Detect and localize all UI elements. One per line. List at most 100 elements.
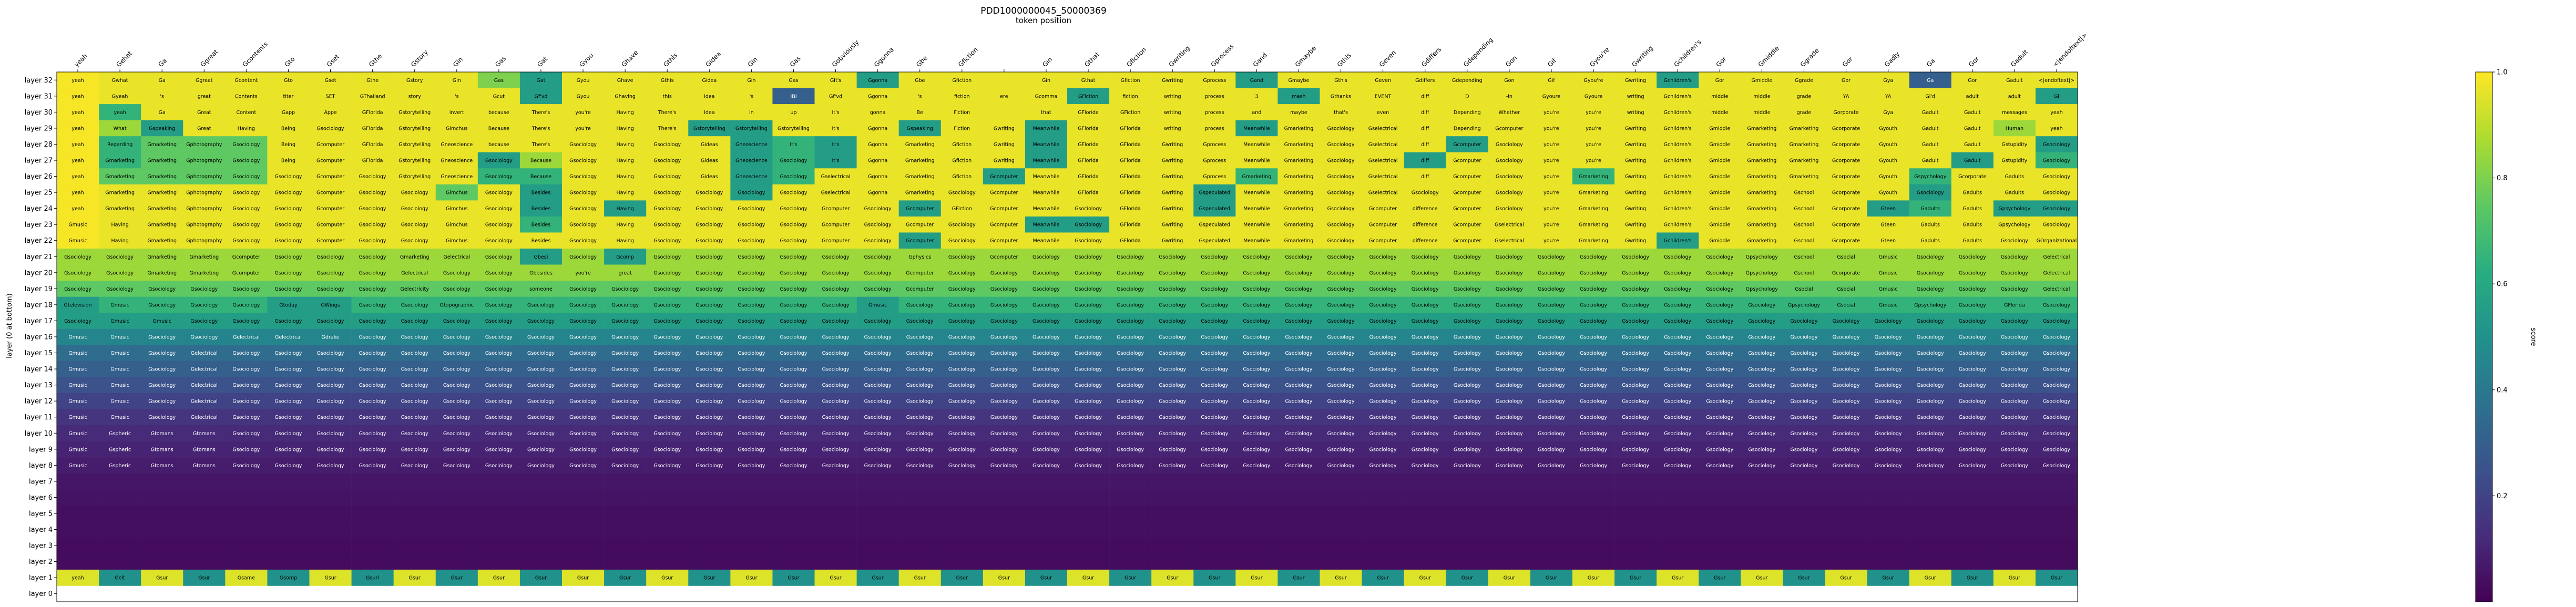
heatmap-cell-label: Gsociology <box>1875 335 1902 341</box>
heatmap-cell-label: Fiction <box>954 110 970 116</box>
heatmap-cell <box>1825 425 1867 441</box>
heatmap-cell <box>435 249 478 265</box>
heatmap-cell <box>1193 505 1236 522</box>
heatmap-cell-label: titer <box>283 94 294 99</box>
heatmap-cell-label: middle <box>1753 110 1771 116</box>
heatmap-cell <box>983 168 1026 185</box>
heatmap-cell <box>1657 136 1699 153</box>
heatmap-cell-label: you're <box>1586 110 1601 116</box>
heatmap-cell <box>1572 521 1615 538</box>
heatmap-cell <box>1446 264 1489 281</box>
heatmap-cell <box>1909 104 1952 120</box>
heatmap-cell <box>1699 136 1741 153</box>
y-tick-label: layer 17 <box>25 317 53 325</box>
heatmap-cell-label: Gsociology <box>1538 302 1565 308</box>
heatmap-cell <box>1614 168 1657 185</box>
heatmap-cell <box>562 168 605 185</box>
heatmap-cell <box>183 505 226 522</box>
heatmap-cell <box>1530 264 1573 281</box>
heatmap-cell-label: Gsociology <box>1412 463 1439 469</box>
heatmap-cell-label: Gsociology <box>148 399 176 405</box>
heatmap-cell-label: Having <box>616 190 633 196</box>
heatmap-cell <box>1067 505 1110 522</box>
heatmap-cell-label: Gchildren's <box>1664 238 1692 244</box>
heatmap-cell <box>983 345 1026 362</box>
heatmap-cell <box>1109 537 1152 554</box>
heatmap-cell-label: Gsociology <box>696 302 723 308</box>
heatmap-cell <box>309 313 352 330</box>
heatmap-cell <box>1993 120 2036 137</box>
heatmap-cell <box>1825 264 1867 281</box>
heatmap-cell <box>1151 281 1194 297</box>
heatmap-cell <box>1657 328 1699 345</box>
heatmap-cell <box>1614 425 1657 441</box>
heatmap-cell <box>688 281 731 297</box>
heatmap-cell <box>1277 232 1320 249</box>
heatmap-cell-label: Gsociology <box>359 447 386 452</box>
heatmap-cell-label: Gsociology <box>738 270 765 276</box>
heatmap-cell-label: Gsociology <box>359 270 386 276</box>
heatmap-cell <box>983 200 1026 217</box>
heatmap-cell <box>1741 296 1783 313</box>
heatmap-cell-label: Gsociology <box>2043 415 2070 420</box>
heatmap-cell <box>1951 569 1994 586</box>
heatmap-cell-label: Gneoscience <box>441 158 473 164</box>
heatmap-cell <box>477 88 520 105</box>
heatmap-cell <box>983 104 1026 120</box>
heatmap-cell-label: Gsociology <box>1496 206 1523 212</box>
heatmap-cell <box>562 505 605 522</box>
heatmap-cell <box>1951 521 1994 538</box>
heatmap-cell <box>477 72 520 88</box>
heatmap-cell <box>141 232 183 249</box>
heatmap-cell <box>1657 104 1699 120</box>
heatmap-cell <box>1867 521 1909 538</box>
heatmap-cell-label: Gthanks <box>1331 94 1351 99</box>
heatmap-cell-label: Gsociology <box>822 302 850 308</box>
heatmap-cell-label: Gsociology <box>906 383 934 388</box>
heatmap-cell <box>141 553 183 570</box>
heatmap-cell <box>1151 345 1194 362</box>
heatmap-cell-label: Gsociology <box>1201 399 1228 405</box>
heatmap-cell-label: Gpsychology <box>1998 222 2031 228</box>
heatmap-cell <box>688 184 731 201</box>
heatmap-cell-label: Gsociology <box>527 415 555 420</box>
heatmap-cell <box>1825 152 1867 169</box>
heatmap-cell <box>688 104 731 120</box>
heatmap-cell <box>1404 441 1447 458</box>
heatmap-cell-label: story <box>408 94 421 99</box>
heatmap-cell-label: GFlorida <box>1120 222 1141 228</box>
heatmap-cell <box>814 88 857 105</box>
heatmap-cell <box>646 345 689 362</box>
heatmap-cell-label: Gsociology <box>1917 447 1944 452</box>
heatmap-cell <box>1446 168 1489 185</box>
heatmap-cell-label: Gphotography <box>186 190 222 196</box>
heatmap-cell <box>1025 281 1068 297</box>
heatmap-cell-label: GFlorida <box>2004 302 2025 308</box>
heatmap-cell <box>1530 296 1573 313</box>
x-tick-label: Gin <box>1041 56 1054 68</box>
heatmap-cell <box>309 136 352 153</box>
x-tick-label: Gto <box>283 55 297 68</box>
heatmap-cell <box>1783 521 1825 538</box>
heatmap-cell-label: Gmusic <box>110 318 129 324</box>
heatmap-cell <box>772 537 815 554</box>
heatmap-cell-label: Gwriting <box>1625 142 1646 148</box>
heatmap-cell <box>730 505 773 522</box>
heatmap-cell-label: GIt's <box>830 78 841 84</box>
heatmap-cell <box>1235 136 1278 153</box>
heatmap-cell <box>1530 393 1573 409</box>
heatmap-cell-label: Gelectrical <box>191 367 218 373</box>
heatmap-cell <box>2035 249 2078 265</box>
heatmap-cell <box>393 104 436 120</box>
heatmap-cell <box>730 232 773 249</box>
heatmap-cell-label: Gsociology <box>1706 318 1733 324</box>
heatmap-cell <box>772 216 815 233</box>
heatmap-cell-label: Gyouth <box>1879 174 1897 180</box>
heatmap-cell <box>1151 441 1194 458</box>
heatmap-cell <box>688 296 731 313</box>
heatmap-cell <box>1488 72 1531 88</box>
heatmap-cell-label: Gmarketing <box>1747 190 1776 196</box>
heatmap-cell-label: Gsociology <box>1117 415 1144 420</box>
heatmap-cell-label: Gcomputer <box>822 206 850 212</box>
heatmap-cell-label: GFlorida <box>1078 190 1099 196</box>
